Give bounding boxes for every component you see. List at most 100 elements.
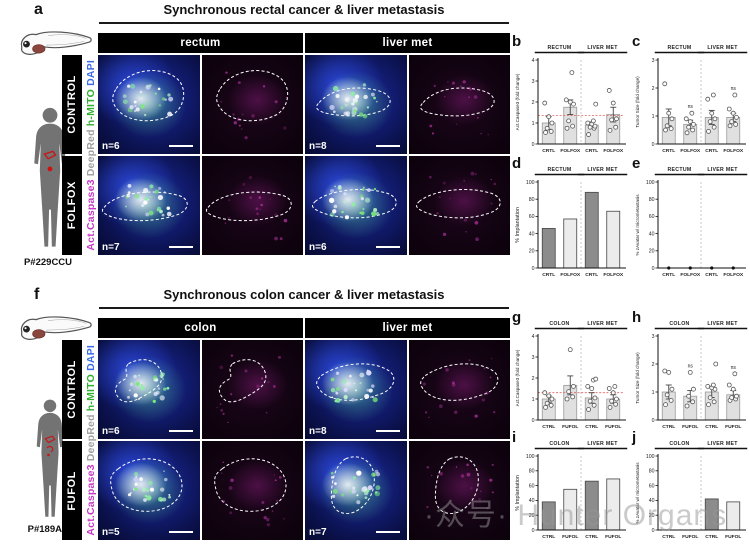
panel-g: g 0 1 2 3 4 Act.Caspase3 (fold change) COLON LIV… bbox=[512, 310, 630, 436]
micrograph-merged: n=5 bbox=[98, 441, 200, 540]
patient-id-f: P#189AS bbox=[27, 524, 69, 535]
colon-outline-icon bbox=[46, 445, 54, 453]
micrograph-magenta bbox=[201, 441, 303, 540]
rectal-tumor-icon bbox=[47, 166, 53, 172]
svg-text:2: 2 bbox=[652, 86, 655, 92]
svg-text:20: 20 bbox=[649, 513, 655, 519]
svg-text:100: 100 bbox=[646, 454, 655, 460]
svg-text:40: 40 bbox=[529, 231, 535, 237]
svg-text:60: 60 bbox=[529, 483, 535, 489]
svg-text:COLON: COLON bbox=[549, 321, 569, 327]
micrograph-merged: n=6 bbox=[305, 156, 407, 255]
svg-text:% Implantation: % Implantation bbox=[515, 207, 521, 243]
svg-text:RECTUM: RECTUM bbox=[548, 167, 572, 173]
micrograph-grid-a: rectum liver met n=6 n=8 n=7 n=6 bbox=[98, 33, 510, 255]
tumor-outline bbox=[316, 83, 391, 119]
micrograph-merged: n=8 bbox=[305, 55, 407, 154]
svg-text:40: 40 bbox=[649, 498, 655, 504]
svg-text:60: 60 bbox=[649, 214, 655, 220]
sample-size-label: n=5 bbox=[102, 527, 120, 538]
scale-bar bbox=[375, 530, 400, 533]
svg-text:CRTL: CRTL bbox=[585, 148, 598, 154]
svg-text:0: 0 bbox=[652, 266, 655, 272]
scale-bar bbox=[168, 144, 193, 147]
panel-j: j 0 20 40 60 80 100 % zAvatar w/ micrometastasi… bbox=[632, 430, 750, 546]
scale-bar bbox=[168, 429, 193, 432]
svg-text:CTRL: CTRL bbox=[585, 534, 598, 540]
column-header-rectum: rectum bbox=[98, 33, 303, 53]
svg-text:RECTUM: RECTUM bbox=[668, 45, 692, 51]
svg-text:FUFOL: FUFOL bbox=[725, 534, 741, 540]
svg-text:80: 80 bbox=[529, 197, 535, 203]
micrograph-merged: n=7 bbox=[98, 156, 200, 255]
svg-text:2: 2 bbox=[532, 376, 535, 382]
svg-text:Tumor Size (fold change): Tumor Size (fold change) bbox=[635, 76, 640, 128]
tumor-outline bbox=[419, 80, 495, 136]
svg-text:FUFOL: FUFOL bbox=[725, 424, 741, 430]
sample-size-label: n=7 bbox=[102, 242, 120, 253]
svg-text:0: 0 bbox=[652, 142, 655, 148]
panel-letter-g: g bbox=[512, 309, 522, 326]
svg-text:CRTL: CRTL bbox=[662, 272, 675, 278]
panel-c: c 0 1 2 3 Tumor Size (fold change) RECTUM LIVER… bbox=[632, 34, 750, 160]
svg-text:FOLFOX: FOLFOX bbox=[560, 148, 581, 154]
svg-text:CTRL: CTRL bbox=[542, 424, 555, 430]
patient-id-a: P#229CCU bbox=[23, 257, 73, 268]
svg-text:FUFOL: FUFOL bbox=[605, 424, 621, 430]
svg-text:% Implantation: % Implantation bbox=[515, 475, 521, 511]
micrograph-magenta bbox=[408, 55, 510, 154]
scale-bar bbox=[375, 245, 400, 248]
column-header-liver-met: liver met bbox=[305, 318, 510, 338]
panel-h: h 0 1 2 3 Tumor Size (fold change) COLON LIVER … bbox=[632, 310, 750, 436]
svg-text:1: 1 bbox=[652, 114, 655, 120]
svg-text:LIVER MET: LIVER MET bbox=[707, 167, 738, 173]
tumor-outline bbox=[316, 363, 395, 403]
svg-text:ns: ns bbox=[731, 365, 737, 371]
channel-label-deepred: DeepRed bbox=[84, 414, 97, 465]
svg-text:0: 0 bbox=[652, 418, 655, 424]
svg-text:FOLFOX: FOLFOX bbox=[723, 272, 744, 278]
svg-text:LIVER MET: LIVER MET bbox=[707, 321, 738, 327]
zebrafish-embryo-icon bbox=[20, 31, 92, 55]
svg-text:LIVER MET: LIVER MET bbox=[587, 441, 618, 447]
column-header-colon: colon bbox=[98, 318, 303, 338]
svg-text:1: 1 bbox=[652, 390, 655, 396]
sample-size-label: n=6 bbox=[102, 141, 120, 152]
tumor-outline bbox=[114, 359, 170, 403]
svg-text:40: 40 bbox=[649, 231, 655, 237]
sample-size-label: n=7 bbox=[309, 527, 327, 538]
svg-text:4: 4 bbox=[532, 334, 535, 340]
micrograph-merged: n=6 bbox=[98, 55, 200, 154]
scale-bar bbox=[375, 429, 400, 432]
svg-text:COLON: COLON bbox=[669, 441, 689, 447]
column-header-liver-met: liver met bbox=[305, 33, 510, 53]
panel-d: d 0 20 40 60 80 100 % Implantation RECTUM LIVER M… bbox=[512, 156, 630, 284]
tumor-outline bbox=[419, 358, 498, 419]
channel-label-deepred: DeepRed bbox=[84, 129, 97, 180]
channel-label-h-mito: h-MITO bbox=[84, 373, 97, 414]
svg-text:CRTL: CRTL bbox=[662, 148, 675, 154]
channel-label-dapi: DAPI bbox=[84, 59, 97, 89]
svg-text:FOLFOX: FOLFOX bbox=[603, 272, 624, 278]
chart-i: 0 20 40 60 80 100 % Implantation COLON LIVER MET… bbox=[515, 441, 628, 540]
svg-text:RECTUM: RECTUM bbox=[548, 45, 572, 51]
svg-text:FUFOL: FUFOL bbox=[682, 534, 698, 540]
svg-text:LIVER MET: LIVER MET bbox=[707, 45, 738, 51]
micrograph-merged: n=6 bbox=[98, 340, 200, 439]
row-label-folfox: FOLFOX bbox=[62, 156, 82, 255]
svg-text:FOLFOX: FOLFOX bbox=[560, 272, 581, 278]
panel-f-letter: f bbox=[34, 286, 40, 303]
tumor-outline bbox=[216, 354, 281, 423]
liver-outline-icon bbox=[43, 150, 57, 160]
micrograph-grid-f: colon liver met n=6 n=8 n=5 n=7 bbox=[98, 318, 510, 540]
tumor-outline bbox=[330, 456, 381, 514]
panel-letter-j: j bbox=[632, 429, 637, 446]
chart-d: 0 20 40 60 80 100 % Implantation RECTUM LIVER ME… bbox=[515, 167, 628, 278]
row-label-fufol: FUFOL bbox=[62, 441, 82, 540]
svg-text:80: 80 bbox=[649, 469, 655, 475]
svg-text:0: 0 bbox=[532, 418, 535, 424]
svg-text:Tumor Size (fold change): Tumor Size (fold change) bbox=[635, 352, 640, 404]
svg-text:FUFOL: FUFOL bbox=[682, 424, 698, 430]
svg-text:% zAvatar w/ micrometastasis: % zAvatar w/ micrometastasis bbox=[635, 194, 640, 256]
svg-text:3: 3 bbox=[652, 334, 655, 340]
